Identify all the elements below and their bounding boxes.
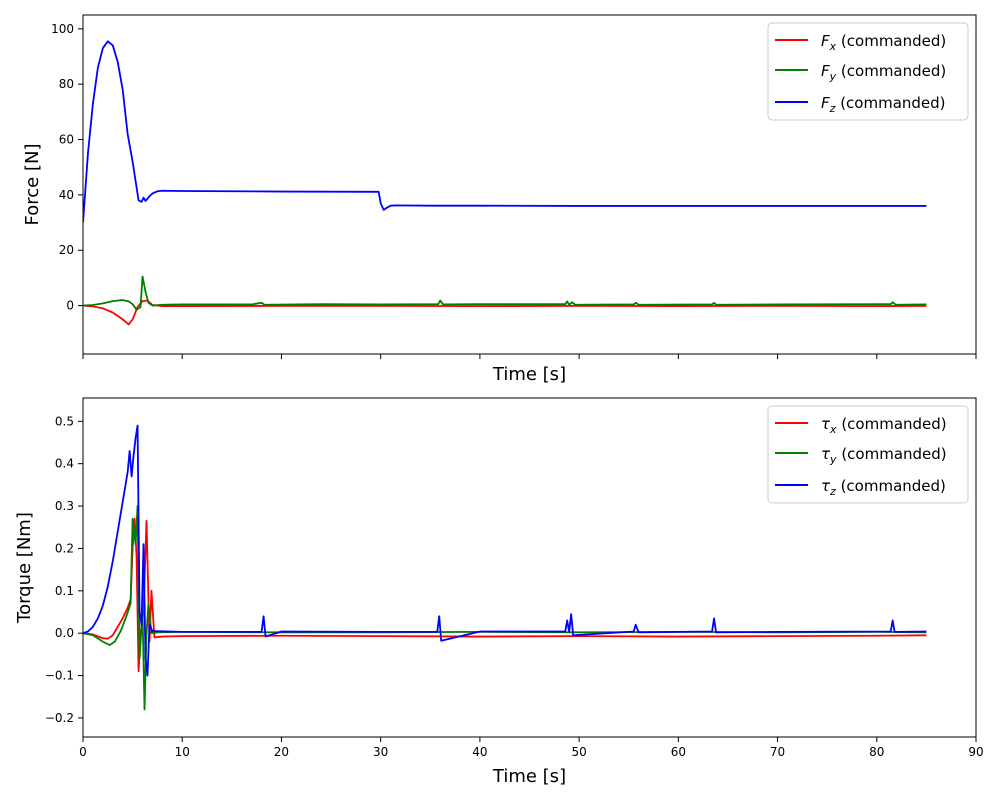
force-legend-label-x: Fx (commanded) xyxy=(821,32,946,53)
torque-series-x-line xyxy=(83,517,927,673)
torque-y-tick-label: 0.1 xyxy=(55,584,74,598)
torque-axis-ticks: 0 10 20 30 40 50 60 70 80 90 −0.2 −0.1 0.0 0.1 0.2 0.3 0… xyxy=(45,414,984,759)
torque-legend-label-y: τy (commanded) xyxy=(821,445,947,466)
torque-legend-box xyxy=(767,405,969,504)
force-series-z-line xyxy=(83,40,927,223)
torque-x-axis-label: Time [s] xyxy=(492,766,566,787)
torque-y-axis-label: Torque [Nm] xyxy=(14,512,35,624)
force-legend-label-y: Fy (commanded) xyxy=(821,62,946,83)
torque-x-tick-label: 30 xyxy=(373,745,388,759)
torque-y-tick-label: 0.4 xyxy=(55,457,74,471)
torque-x-tick-label: 70 xyxy=(770,745,785,759)
torque-x-tick-label: 60 xyxy=(671,745,686,759)
torque-legend-label-z: τz (commanded) xyxy=(821,477,946,498)
force-series-lines xyxy=(83,40,927,326)
torque-series-lines xyxy=(83,424,927,711)
torque-legend: τx (commanded) τy (commanded) τz (commande… xyxy=(767,405,969,504)
torque-y-tick-label: 0.0 xyxy=(55,626,74,640)
force-y-axis-label: Force [N] xyxy=(22,144,43,226)
force-y-tick-label: 0 xyxy=(66,299,74,313)
torque-x-tick-label: 0 xyxy=(79,745,87,759)
force-axis-ticks: 0 20 40 60 80 100 xyxy=(51,22,977,359)
force-legend: Fx (commanded) Fy (commanded) Fz (commande… xyxy=(767,22,969,121)
torque-x-tick-label: 90 xyxy=(968,745,983,759)
torque-y-tick-label: 0.5 xyxy=(55,414,74,428)
torque-x-tick-label: 80 xyxy=(869,745,884,759)
torque-y-tick-label: 0.3 xyxy=(55,499,74,513)
force-y-tick-label: 40 xyxy=(59,188,74,202)
torque-x-tick-label: 20 xyxy=(274,745,289,759)
torque-y-tick-label: −0.2 xyxy=(45,711,74,725)
force-y-tick-label: 60 xyxy=(59,133,74,147)
torque-x-tick-label: 10 xyxy=(175,745,190,759)
force-plot-frame xyxy=(82,14,977,355)
torque-y-tick-label: −0.1 xyxy=(45,669,74,683)
torque-series-z-line xyxy=(83,424,927,677)
force-legend-box xyxy=(767,22,969,121)
force-series-y-line xyxy=(83,275,927,311)
force-y-tick-label: 80 xyxy=(59,77,74,91)
torque-x-tick-label: 50 xyxy=(571,745,586,759)
force-legend-label-z: Fz (commanded) xyxy=(821,94,946,115)
force-y-tick-label: 100 xyxy=(51,22,74,36)
force-y-tick-label: 20 xyxy=(59,243,74,257)
force-x-axis-label: Time [s] xyxy=(492,364,566,385)
torque-y-tick-label: 0.2 xyxy=(55,541,74,555)
torque-panel: 0 10 20 30 40 50 60 70 80 90 −0.2 −0.1 0.0 0.1 0.2 0.3 0… xyxy=(14,397,984,787)
torque-plot-frame xyxy=(82,397,977,738)
torque-legend-label-x: τx (commanded) xyxy=(821,415,947,436)
torque-x-tick-label: 40 xyxy=(472,745,487,759)
force-panel: 0 20 40 60 80 100 Time [s] Force [N] Fx (comm… xyxy=(22,14,977,385)
